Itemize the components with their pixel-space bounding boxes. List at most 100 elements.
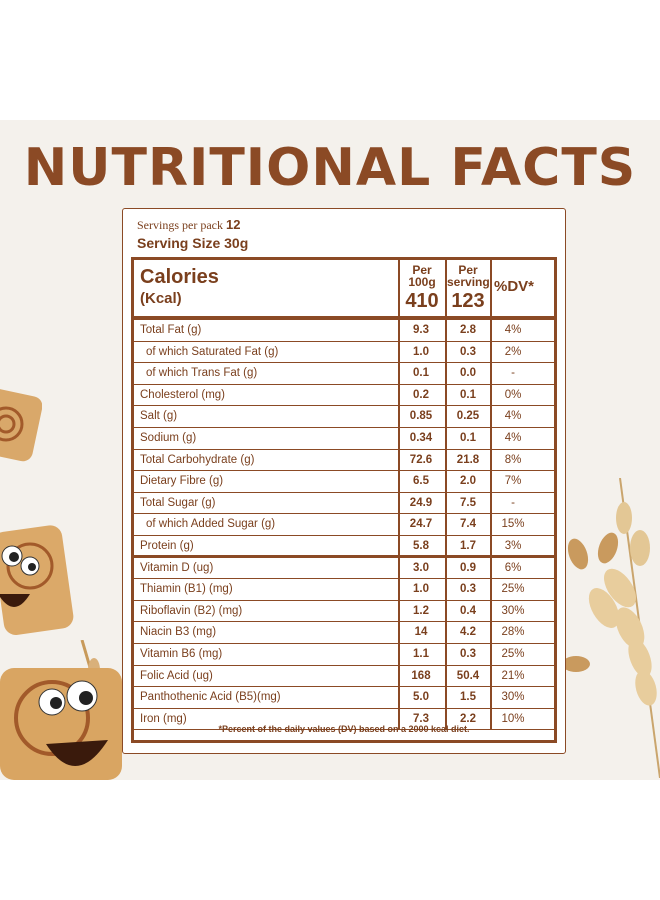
wheat-icon — [562, 478, 660, 778]
table-row: Cholesterol (mg) 0.2 0.1 0% — [134, 385, 554, 407]
per100-value: 24.7 — [409, 518, 433, 531]
table-header: Calories (Kcal) Per 100g 410 Per serving… — [134, 260, 554, 320]
dv-value: 10% — [501, 712, 525, 725]
perserving-value: 0.9 — [460, 561, 476, 574]
perserving-value: 0.1 — [460, 431, 476, 444]
dv-value: - — [511, 367, 515, 380]
per100-value: 72.6 — [409, 453, 433, 466]
per100-value: 1.0 — [413, 345, 429, 358]
per100-label: Per 100g — [408, 263, 436, 289]
nutrient-name: Total Sugar (g) — [140, 496, 216, 509]
nutrient-name: Protein (g) — [140, 539, 194, 552]
divider — [445, 260, 447, 316]
nutrient-name: Total Fat (g) — [140, 324, 202, 336]
table-row: Thiamin (B1) (mg) 1.0 0.3 25% — [134, 579, 554, 601]
servings-value: 12 — [225, 217, 241, 232]
perserving-value: 21.8 — [456, 453, 480, 466]
servings-per-pack: Servings per pack 12 — [137, 217, 240, 233]
nutrient-name: Dietary Fibre (g) — [140, 475, 224, 488]
perserving-value: 0.3 — [460, 345, 476, 358]
table-row: Panthothenic Acid (B5)(mg) 5.0 1.5 30% — [134, 687, 554, 709]
dv-value: - — [511, 496, 515, 509]
perserving-value: 7.5 — [460, 496, 476, 509]
servings-label: Servings per pack — [137, 218, 223, 232]
dv-value: 6% — [504, 561, 522, 574]
table-row: Riboflavin (B2) (mg) 1.2 0.4 30% — [134, 601, 554, 623]
per100-value: 9.3 — [413, 324, 429, 336]
per100-value: 0.1 — [413, 367, 429, 380]
per100-value: 0.85 — [409, 410, 433, 423]
dv-value: 28% — [501, 626, 525, 639]
table-row: Dietary Fibre (g) 6.5 2.0 7% — [134, 471, 554, 493]
dv-value: 30% — [501, 691, 525, 704]
table-row: Salt (g) 0.85 0.25 4% — [134, 406, 554, 428]
perserving-value: 7.4 — [460, 518, 476, 531]
nutrient-rows: Total Fat (g) 9.3 2.8 4% of which Saturated … — [134, 320, 554, 731]
nutrient-name: Iron (mg) — [140, 712, 187, 725]
divider — [398, 320, 400, 730]
nutrition-table: Calories (Kcal) Per 100g 410 Per serving… — [131, 257, 557, 743]
per100-column-header: Per 100g 410 — [400, 264, 444, 313]
per100-value: 168 — [411, 669, 431, 682]
nutrient-name: Total Carbohydrate (g) — [140, 453, 255, 466]
dv-value: 0% — [504, 388, 522, 401]
nutrient-name: of which Added Sugar (g) — [146, 518, 276, 531]
dv-value: 2% — [504, 345, 522, 358]
per100-value: 0.34 — [409, 431, 433, 444]
dv-value: 21% — [501, 669, 525, 682]
nutrient-name: Vitamin B6 (mg) — [140, 647, 223, 660]
table-row: Folic Acid (ug) 168 50.4 21% — [134, 666, 554, 688]
per100-value: 1.2 — [413, 604, 429, 617]
perserving-value: 50.4 — [456, 669, 480, 682]
perserving-value: 0.25 — [456, 410, 480, 423]
per100-value: 6.5 — [413, 475, 429, 488]
table-row: Total Fat (g) 9.3 2.8 4% — [134, 320, 554, 342]
per100-value: 1.0 — [413, 583, 429, 596]
table-row: Total Carbohydrate (g) 72.6 21.8 8% — [134, 450, 554, 472]
dv-value: 15% — [501, 518, 525, 531]
perserving-value: 4.2 — [460, 626, 476, 639]
per100-value: 14 — [414, 626, 428, 639]
perserving-label: Per serving — [447, 263, 490, 289]
nutrient-name: Vitamin D (ug) — [140, 561, 214, 574]
per100-value: 7.3 — [413, 712, 429, 725]
table-row: Sodium (g) 0.34 0.1 4% — [134, 428, 554, 450]
nutrient-name: Panthothenic Acid (B5)(mg) — [140, 691, 281, 704]
nutrient-name: Riboflavin (B2) (mg) — [140, 604, 243, 617]
dv-column-header: %DV* — [494, 278, 535, 295]
perserving-value: 0.0 — [460, 367, 476, 380]
calories-heading: Calories (Kcal) — [140, 266, 219, 310]
table-row: of which Trans Fat (g) 0.1 0.0 - — [134, 363, 554, 385]
cereal-piece-top-icon — [0, 388, 42, 462]
nutrition-card: Servings per pack 12 Serving Size 30g Ca… — [122, 208, 566, 754]
divider — [490, 260, 492, 316]
table-row: Iron (mg) 7.3 2.2 10% — [134, 709, 554, 731]
cereal-mascot-middle-icon — [0, 525, 74, 635]
divider — [490, 320, 492, 730]
perserving-value: 2.2 — [460, 712, 476, 725]
table-row: Vitamin B6 (mg) 1.1 0.3 25% — [134, 644, 554, 666]
nutrient-name: Salt (g) — [140, 410, 178, 423]
table-row: Protein (g) 5.8 1.7 3% — [134, 536, 554, 558]
table-row: Total Sugar (g) 24.9 7.5 - — [134, 493, 554, 515]
dv-value: 25% — [501, 647, 525, 660]
perserving-column-header: Per serving 123 — [447, 263, 490, 313]
perserving-value: 0.4 — [460, 604, 476, 617]
dv-value: 4% — [504, 431, 522, 444]
serving-size: Serving Size 30g — [137, 235, 249, 251]
perserving-value: 2.0 — [460, 475, 476, 488]
cereal-mascot-bottom-icon — [0, 640, 122, 780]
per100-value: 3.0 — [413, 561, 429, 574]
nutrient-name: of which Saturated Fat (g) — [146, 345, 279, 358]
table-row: of which Added Sugar (g) 24.7 7.4 15% — [134, 514, 554, 536]
nutrient-name: Cholesterol (mg) — [140, 388, 225, 401]
per100-value: 0.2 — [413, 388, 429, 401]
table-row: Vitamin D (ug) 3.0 0.9 6% — [134, 558, 554, 580]
perserving-value: 2.8 — [460, 324, 476, 336]
calories-label: Calories — [140, 266, 219, 288]
nutrient-name: Thiamin (B1) (mg) — [140, 583, 233, 596]
perserving-value: 0.1 — [460, 388, 476, 401]
dv-value: 30% — [501, 604, 525, 617]
dv-value: 8% — [504, 453, 522, 466]
per100-value: 1.1 — [413, 647, 429, 660]
